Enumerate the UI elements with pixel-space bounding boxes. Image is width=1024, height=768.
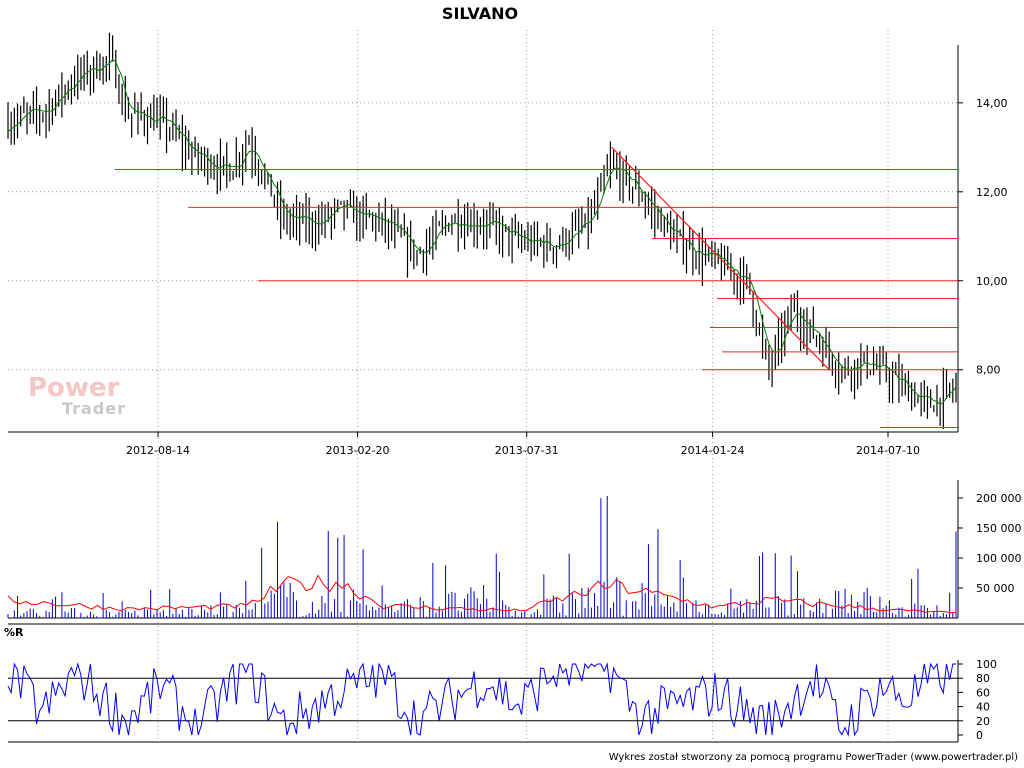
trend-line <box>611 146 830 371</box>
wr-tick-label: 20 <box>976 715 990 728</box>
axes-layer <box>8 45 1024 743</box>
wr-panel <box>7 662 958 737</box>
price-panel <box>7 32 958 430</box>
x-tick-label: 2013-02-20 <box>326 444 390 457</box>
chart-title: SILVANO <box>442 4 518 23</box>
powertrader-logo: Power Trader <box>28 373 126 418</box>
grid-layer <box>8 30 963 742</box>
x-tick-label: 2013-07-31 <box>495 444 559 457</box>
volume-average-line <box>7 574 957 614</box>
price-tick-label: 10,00 <box>976 275 1008 288</box>
volume-panel <box>7 495 957 618</box>
volume-tick-label: 50 000 <box>976 582 1015 595</box>
x-tick-label: 2014-01-24 <box>681 444 745 457</box>
moving-average-line <box>7 58 957 406</box>
x-tick-label: 2014-07-10 <box>856 444 920 457</box>
volume-tick-label: 100 000 <box>976 552 1022 565</box>
price-tick-label: 8,00 <box>976 364 1001 377</box>
wr-tick-label: 60 <box>976 686 990 699</box>
logo-line2: Trader <box>62 399 126 418</box>
wr-line <box>7 662 956 737</box>
volume-tick-label: 150 000 <box>976 522 1022 535</box>
wr-tick-label: 40 <box>976 701 990 714</box>
volume-tick-label: 200 000 <box>976 492 1022 505</box>
label-layer: 2012-08-14 2013-02-20 2013-07-31 2014-01-24… <box>126 97 1021 742</box>
wr-tick-label: 0 <box>976 729 983 742</box>
wr-tick-label: 100 <box>976 658 997 671</box>
price-tick-label: 14,00 <box>976 97 1008 110</box>
x-tick-label: 2012-08-14 <box>126 444 190 457</box>
wr-tick-label: 80 <box>976 672 990 685</box>
wr-panel-label: %R <box>4 626 24 639</box>
logo-line1: Power <box>28 373 120 403</box>
footer-credit: Wykres został stworzony za pomocą progra… <box>609 752 1018 763</box>
price-tick-label: 12,00 <box>976 186 1008 199</box>
